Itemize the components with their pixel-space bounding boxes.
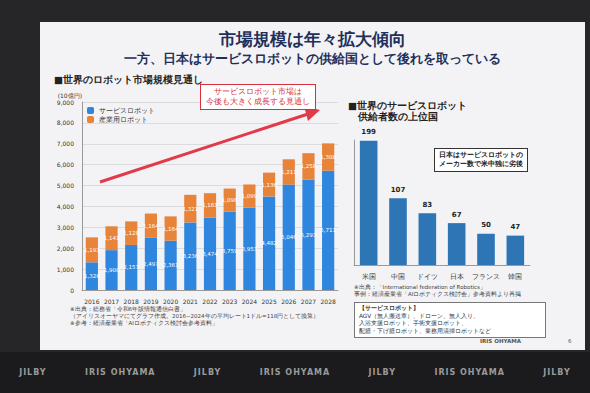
svg-text:2,000: 2,000 [57,245,74,252]
svg-text:0: 0 [70,287,74,294]
svg-text:7,000: 7,000 [57,140,74,147]
html-text:JILBY: JILBY [543,368,571,377]
html-text:■世界のロボット市場規模見通し: ■世界のロボット市場規模見通し [54,74,203,85]
svg-text:5,293: 5,293 [301,232,317,238]
svg-text:1,098: 1,098 [222,197,238,203]
svg-text:1,908: 1,908 [104,267,120,273]
svg-text:2025: 2025 [261,298,276,305]
svg-text:1,193: 1,193 [84,247,100,253]
svg-text:3,953: 3,953 [242,246,258,252]
svg-text:47: 47 [510,223,520,231]
svg-text:1,000: 1,000 [57,266,74,273]
html-text:一方、日本はサービスロボットの供給国として後れを取っている: 一方、日本はサービスロボットの供給国として後れを取っている [124,51,501,66]
svg-text:2024: 2024 [242,298,257,305]
svg-text:サービスロボット: サービスロボット [99,107,155,115]
svg-text:6,000: 6,000 [57,161,74,168]
svg-text:1,258: 1,258 [301,163,317,169]
svg-text:2017: 2017 [104,298,119,305]
html-text:サービスロボット市場は 今後も大きく成長する見通し: サービスロボット市場は 今後も大きく成長する見通し [206,87,310,106]
svg-text:2,157: 2,157 [123,264,139,270]
svg-text:3,000: 3,000 [57,224,74,231]
svg-text:1,164: 1,164 [163,226,179,232]
svg-text:2016: 2016 [84,298,99,305]
svg-text:2027: 2027 [301,298,316,305]
svg-text:産業用ロボット: 産業用ロボット [99,116,148,124]
html-text:配膳・下げ膳ロボット、業務用清掃ロボットなど: 配膳・下げ膳ロボット、業務用清掃ロボットなど [359,327,491,334]
svg-text:(10億円): (10億円) [58,92,82,99]
svg-text:韓国: 韓国 [508,273,522,281]
svg-text:3,474: 3,474 [202,251,218,257]
svg-text:5,046: 5,046 [281,234,297,240]
svg-text:199: 199 [361,128,376,136]
html-text:IRIS OHYAMA: IRIS OHYAMA [480,338,521,344]
html-text:入浴支援ロボット、手術支援ロボット、: 入浴支援ロボット、手術支援ロボット、 [359,320,467,326]
html-text:日本はサービスロボットの メーカー数で米中独に劣後: 日本はサービスロボットの メーカー数で米中独に劣後 [439,151,523,168]
svg-text:1,141: 1,141 [104,235,120,241]
svg-text:2020: 2020 [163,298,178,305]
svg-text:2022: 2022 [202,298,217,305]
html-text:IRIS OHYAMA: IRIS OHYAMA [259,368,331,377]
svg-text:日本: 日本 [450,273,464,281]
svg-text:3,759: 3,759 [222,248,238,254]
svg-text:67: 67 [452,211,462,219]
svg-text:1,211: 1,211 [281,169,297,175]
html-text:AGV（無人搬送車）、ドローン、無人入り、: AGV（無人搬送車）、ドローン、無人入り、 [359,312,480,319]
html-text:JILBY: JILBY [19,368,47,377]
svg-text:1,326: 1,326 [84,273,100,279]
svg-text:9,000: 9,000 [57,99,74,106]
svg-text:4,000: 4,000 [57,203,74,210]
svg-text:米国: 米国 [362,273,376,281]
svg-text:2,361: 2,361 [163,262,179,268]
svg-text:1,164: 1,164 [143,223,159,229]
svg-text:1,136: 1,136 [261,182,277,188]
svg-text:2028: 2028 [321,298,336,305]
svg-text:1,128: 1,128 [123,230,139,236]
svg-text:2021: 2021 [183,298,198,305]
svg-text:3,236: 3,236 [182,253,198,259]
html-text:IRIS OHYAMA: IRIS OHYAMA [85,368,156,377]
html-text:IRIS OHYAMA: IRIS OHYAMA [434,368,505,377]
svg-text:107: 107 [391,186,406,194]
svg-text:50: 50 [481,221,491,229]
svg-text:2019: 2019 [143,298,158,305]
svg-text:フランス: フランス [472,273,500,281]
svg-text:1,308: 1,308 [320,154,336,160]
svg-text:中国: 中国 [391,273,405,281]
svg-text:1,321: 1,321 [182,206,198,212]
svg-text:4,482: 4,482 [261,240,277,246]
svg-text:2018: 2018 [124,298,139,305]
svg-text:2,497: 2,497 [143,261,159,267]
svg-text:1,161: 1,161 [202,202,218,208]
html-text:市場規模は年々拡大傾向: 市場規模は年々拡大傾向 [219,29,406,49]
svg-text:2026: 2026 [281,298,296,305]
html-text:※出典：「International federation: ※出典：「International federation of Robotic… [354,284,522,297]
svg-text:5,711: 5,711 [320,227,336,233]
svg-text:83: 83 [422,201,432,209]
svg-text:8,000: 8,000 [57,119,74,126]
html-text:【サービスロボット】: 【サービスロボット】 [359,305,419,311]
html-text:JILBY: JILBY [368,368,397,377]
svg-text:2023: 2023 [222,298,237,305]
html-text:JILBY: JILBY [193,368,222,377]
html-text:■世界のサービスロボット 供給者数の上位国: ■世界のサービスロボット 供給者数の上位国 [348,100,467,122]
html-text:※出典：総務省「令和6年版情報通信白書」 （アイリスオーヤマ: ※出典：総務省「令和6年版情報通信白書」 （アイリスオーヤマにてグラフ作成。20… [70,306,320,326]
svg-text:1,099: 1,099 [242,193,258,199]
html-text:6: 6 [568,338,572,344]
svg-text:5,000: 5,000 [57,182,74,189]
svg-text:ドイツ: ドイツ [417,273,438,281]
